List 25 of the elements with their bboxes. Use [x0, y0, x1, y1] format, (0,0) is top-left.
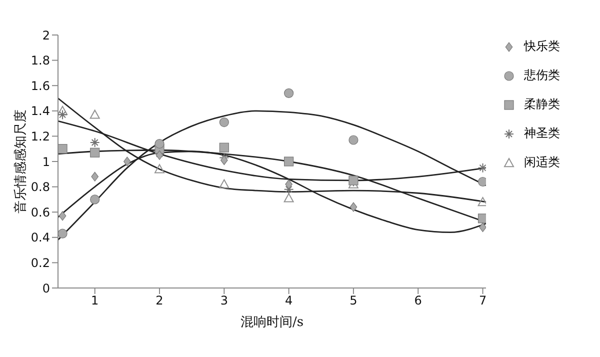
legend-label: 快乐类: [524, 38, 560, 55]
x-tick-label: 1: [91, 294, 99, 308]
x-tick-label: 3: [220, 294, 228, 308]
x-axis-title: 混响时间/s: [240, 315, 304, 330]
legend-label: 闲适类: [524, 154, 560, 171]
x-tick-label: 4: [284, 294, 293, 308]
y-axis-title: 音乐情感感知尺度: [12, 110, 29, 214]
x-tick-label: 6: [414, 294, 422, 308]
y-tick-label: 1: [42, 154, 50, 169]
legend-label: 柔静类: [524, 96, 560, 113]
y-tick-label: 0.8: [30, 180, 50, 194]
y-tick-label: 0.6: [30, 205, 50, 220]
y-tick-label: 0.2: [30, 256, 50, 270]
y-tick-label: 2: [42, 28, 50, 42]
x-tick-label: 2: [156, 294, 164, 308]
y-tick-label: 0.4: [30, 230, 50, 245]
legend-label: 悲伤类: [524, 67, 560, 84]
y-tick-label: 1.4: [30, 104, 50, 118]
y-tick-label: 1.6: [30, 78, 50, 93]
y-tick-label: 0: [42, 281, 50, 296]
y-tick-label: 1.8: [30, 54, 50, 68]
x-tick-label: 7: [478, 294, 487, 308]
y-tick-label: 1.2: [30, 129, 50, 144]
x-tick-label: 5: [350, 294, 358, 308]
legend-label: 神圣类: [524, 125, 560, 142]
